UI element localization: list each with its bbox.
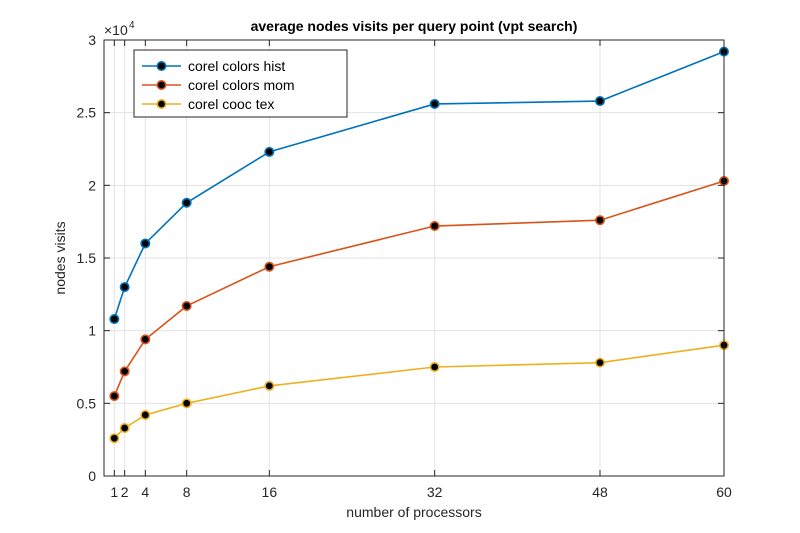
x-tick-label: 48 <box>592 484 608 500</box>
series-line <box>113 50 725 320</box>
chart-title: average nodes visits per query point (vp… <box>251 18 578 34</box>
x-tick-label: 2 <box>121 484 129 500</box>
y-tick-label: 2 <box>88 177 96 193</box>
y-tick-label: 3 <box>88 32 96 48</box>
data-point <box>181 197 192 208</box>
series-group <box>109 340 729 444</box>
x-tick-label: 1 <box>110 484 118 500</box>
legend-label: corel colors mom <box>188 77 295 93</box>
data-point <box>429 221 440 232</box>
y-tick-label: 1.5 <box>77 250 97 266</box>
x-tick-label: 4 <box>141 484 149 500</box>
data-point <box>119 282 130 293</box>
x-tick-label: 60 <box>716 484 732 500</box>
legend-items: corel colors hist corel colors mom corel c… <box>142 58 295 112</box>
data-point <box>119 366 130 377</box>
data-point <box>109 314 120 325</box>
data-point <box>264 146 275 157</box>
legend-marker <box>156 80 167 91</box>
y-tick-label: 0.5 <box>77 395 97 411</box>
series-group <box>109 175 729 402</box>
x-tick-label: 32 <box>427 484 443 500</box>
y-tick-label: 0 <box>88 468 96 484</box>
x-tick-label: 16 <box>262 484 278 500</box>
data-point <box>594 215 605 226</box>
x-axis-label: number of processors <box>346 504 481 520</box>
legend-label: corel cooc tex <box>188 96 274 112</box>
series-layer <box>109 46 729 444</box>
data-point <box>181 300 192 311</box>
legend-marker <box>156 99 167 110</box>
y-exponent-power: 4 <box>129 20 135 31</box>
data-point <box>140 238 151 249</box>
data-point <box>119 423 130 434</box>
series-line <box>113 180 725 397</box>
y-axis-label: nodes visits <box>52 221 68 294</box>
y-exponent-base: ×10 <box>104 22 128 38</box>
data-point <box>109 391 120 402</box>
y-tick-label: 2.5 <box>77 105 97 121</box>
data-point <box>264 380 275 391</box>
data-point <box>181 398 192 409</box>
data-point <box>594 357 605 368</box>
legend-box <box>133 49 348 118</box>
y-tick-label: 1 <box>88 323 96 339</box>
data-point <box>264 261 275 272</box>
data-point <box>109 433 120 444</box>
data-point <box>594 96 605 107</box>
data-point <box>140 334 151 345</box>
legend-label: corel colors hist <box>188 58 285 74</box>
series-group <box>109 46 729 325</box>
data-point <box>429 361 440 372</box>
data-point <box>429 98 440 109</box>
x-tick-label: 8 <box>183 484 191 500</box>
legend: corel colors hist corel colors mom corel c… <box>133 49 348 118</box>
legend-marker <box>156 60 167 71</box>
data-point <box>140 409 151 420</box>
